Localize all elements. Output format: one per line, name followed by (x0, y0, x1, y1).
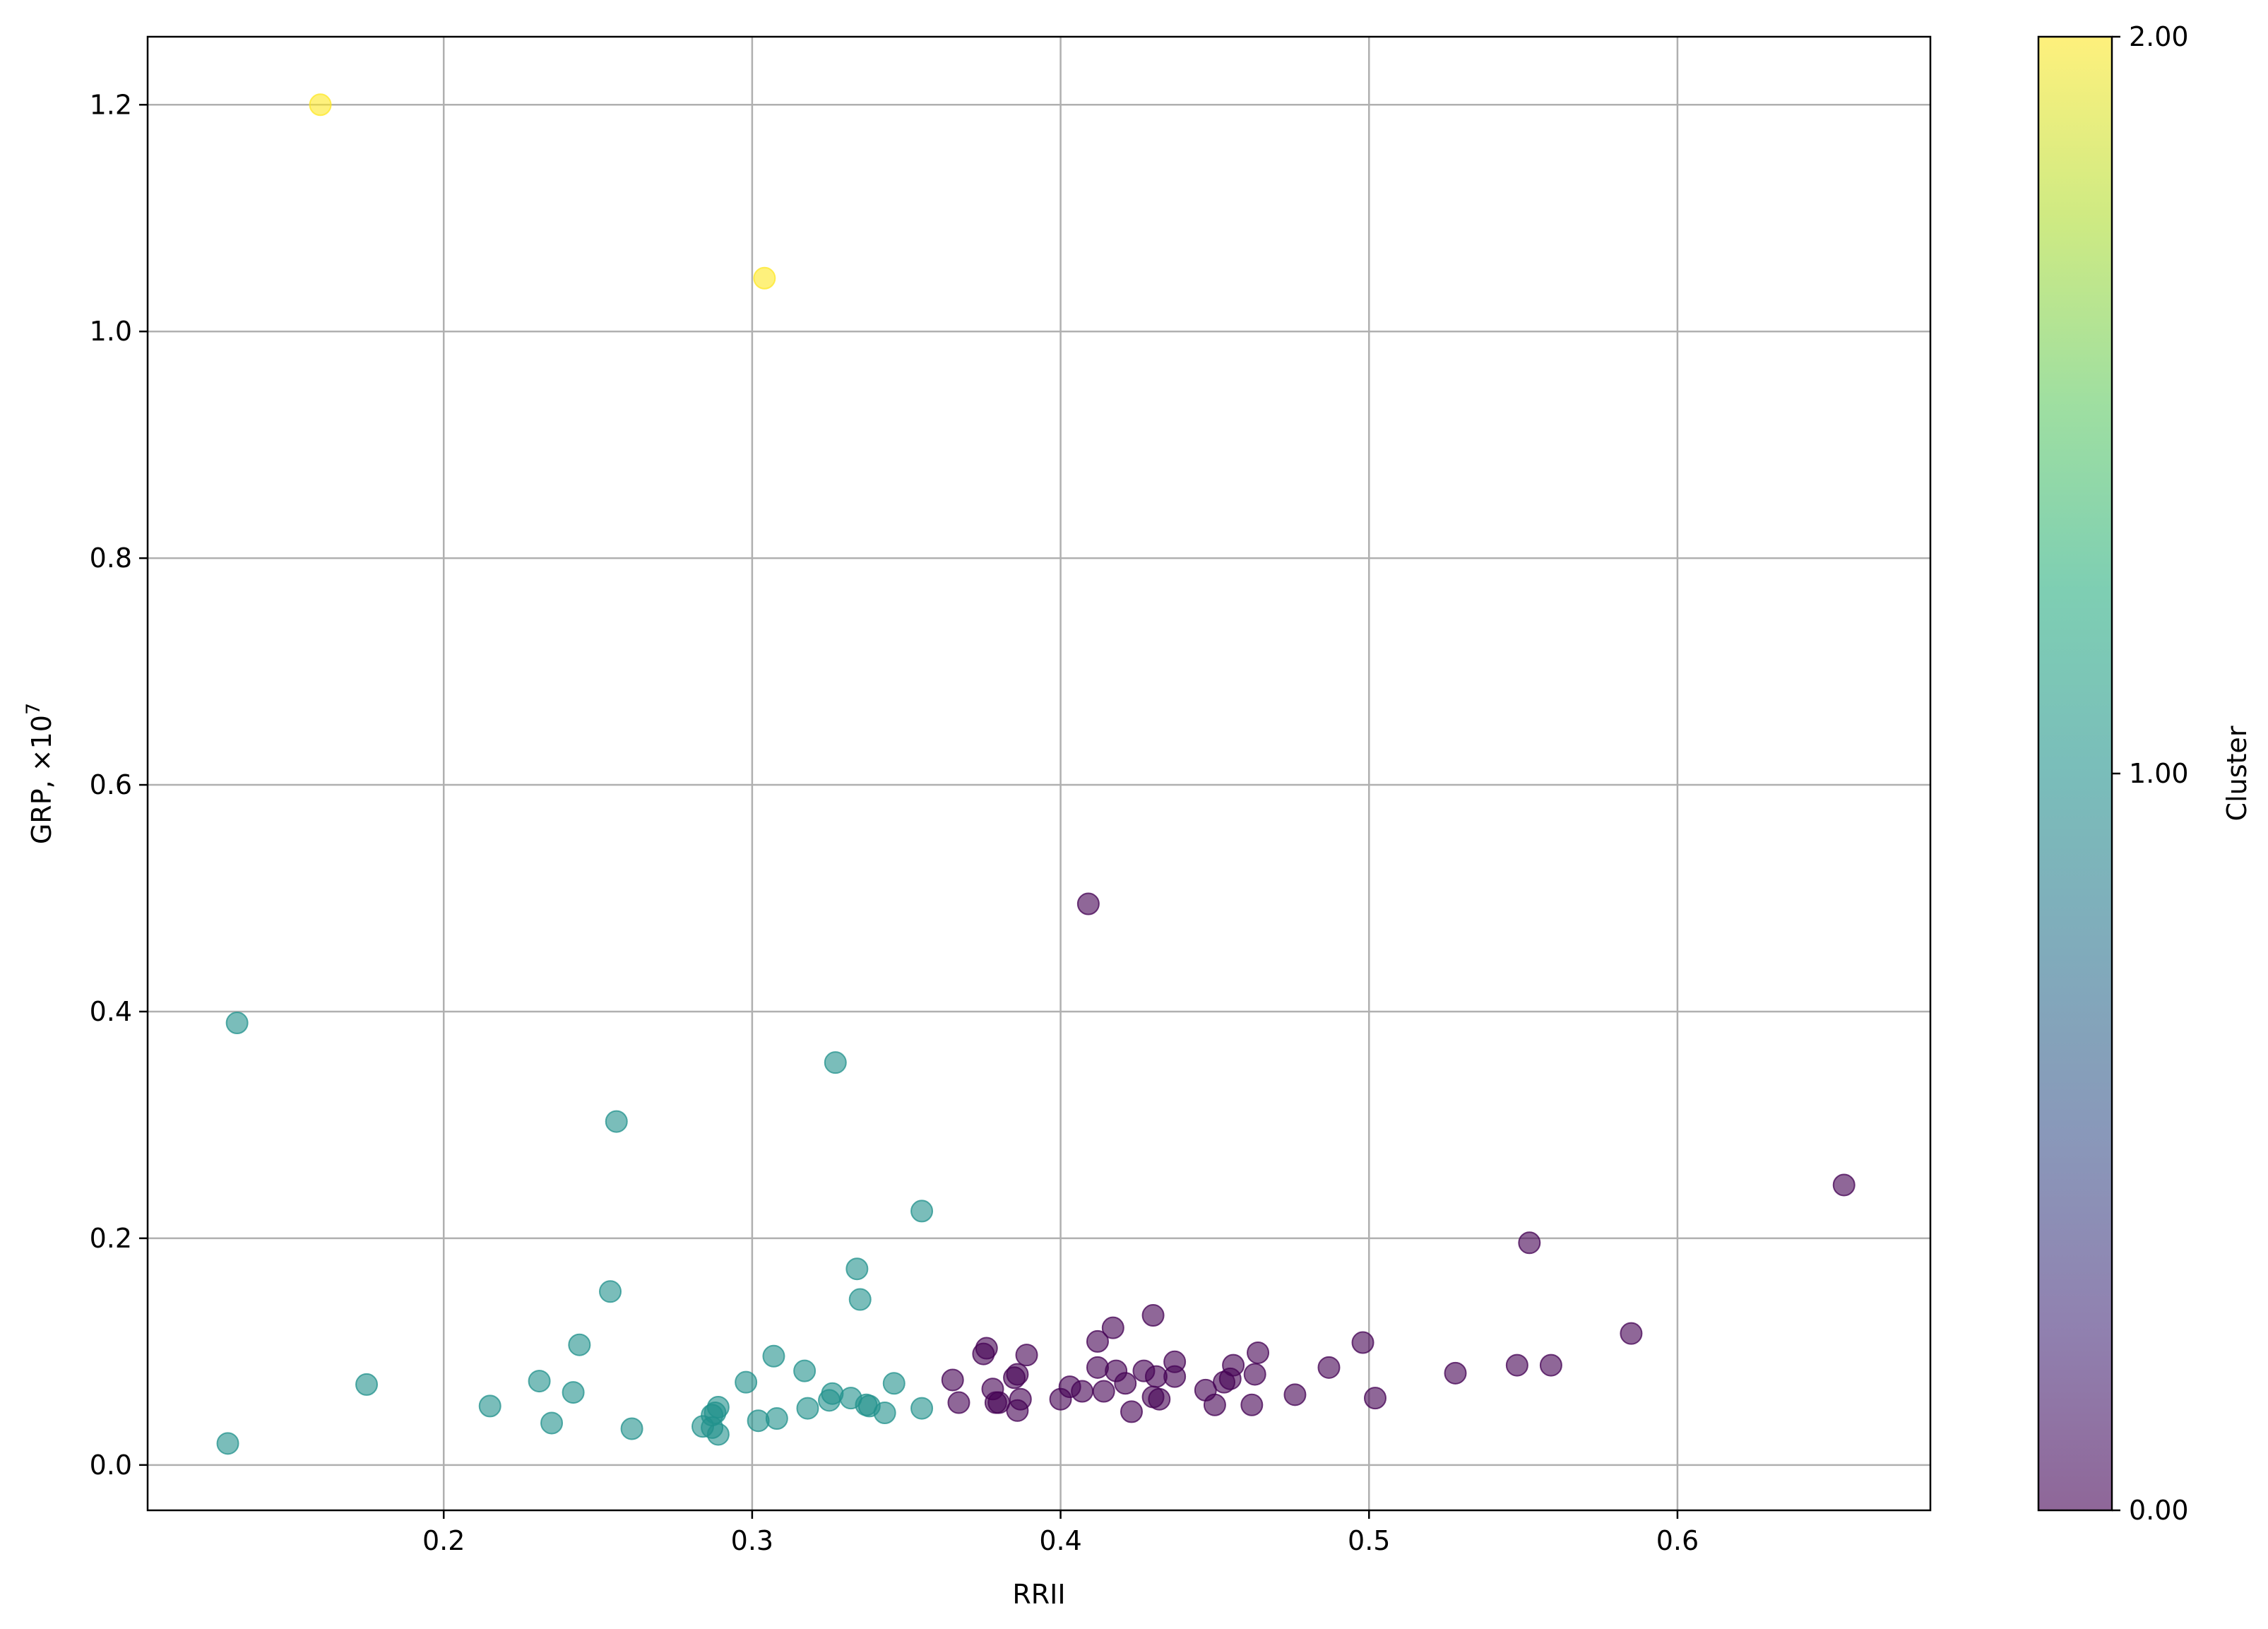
colorbar-tick-label: 0.00 (2129, 1495, 2189, 1526)
data-point-cluster-0 (1222, 1353, 1245, 1377)
y-tick-label: 0.2 (90, 1223, 132, 1254)
x-tick-label: 0.3 (731, 1525, 773, 1556)
data-point-cluster-0 (1240, 1393, 1264, 1416)
x-tick-label: 0.5 (1348, 1525, 1390, 1556)
x-tick-label: 0.6 (1656, 1525, 1699, 1556)
y-axis-label-exponent: 7 (23, 703, 44, 715)
data-point-cluster-0 (1148, 1387, 1171, 1411)
data-point-cluster-0 (1317, 1356, 1341, 1379)
data-point-cluster-0 (1009, 1387, 1032, 1411)
data-point-cluster-1 (910, 1397, 934, 1420)
data-point-cluster-0 (1247, 1341, 1270, 1364)
data-point-cluster-1 (599, 1280, 622, 1303)
data-point-cluster-1 (528, 1370, 551, 1393)
data-point-cluster-0 (1203, 1393, 1226, 1416)
data-point-cluster-1 (735, 1370, 758, 1394)
y-tick-label: 0.0 (90, 1450, 132, 1481)
data-point-cluster-0 (1283, 1383, 1307, 1406)
data-point-cluster-1 (605, 1110, 628, 1133)
grid-lines (148, 37, 1930, 1510)
data-point-cluster-1 (225, 1012, 249, 1035)
data-point-cluster-1 (478, 1394, 501, 1418)
data-point-cluster-1 (796, 1397, 819, 1420)
data-point-cluster-0 (1086, 1329, 1109, 1353)
data-point-cluster-0 (1141, 1304, 1165, 1327)
data-point-cluster-0 (1620, 1322, 1643, 1345)
data-point-cluster-1 (882, 1372, 906, 1395)
plot-area-frame (146, 35, 1932, 1512)
x-tick-label: 0.4 (1039, 1525, 1081, 1556)
data-point-cluster-0 (1076, 892, 1100, 916)
y-axis-ticks: 0.0 0.2 0.4 0.6 0.8 1.0 1.2 (90, 89, 148, 1481)
colorbar-ticks: 0.00 1.00 2.00 (2112, 21, 2189, 1526)
data-point-cluster-1 (793, 1359, 817, 1382)
y-tick-label: 1.2 (90, 89, 132, 120)
colorbar-label: Cluster (2221, 725, 2252, 821)
data-point-cluster-1 (765, 1407, 788, 1430)
data-point-cluster-1 (706, 1395, 730, 1418)
data-point-cluster-0 (1505, 1353, 1528, 1377)
data-point-cluster-1 (824, 1051, 847, 1074)
data-point-cluster-1 (910, 1199, 934, 1223)
y-axis-label: GRP, ×107 (23, 703, 57, 844)
data-point-cluster-0 (975, 1337, 998, 1360)
colorbar-tick-label: 2.00 (2129, 21, 2189, 52)
data-point-cluster-1 (848, 1288, 872, 1311)
data-point-cluster-0 (1163, 1365, 1187, 1388)
data-point-cluster-2 (309, 93, 332, 117)
y-tick-label: 1.0 (90, 316, 132, 347)
data-point-cluster-0 (1539, 1353, 1562, 1377)
data-point-cluster-1 (355, 1373, 379, 1396)
data-point-cluster-0 (1351, 1331, 1375, 1354)
y-axis-label-text: GRP, ×10 (26, 715, 57, 844)
data-point-cluster-0 (1120, 1400, 1144, 1423)
data-point-cluster-1 (216, 1432, 239, 1455)
data-point-cluster-0 (1101, 1316, 1124, 1339)
data-point-cluster-1 (762, 1344, 785, 1368)
scatter-points (216, 93, 1856, 1455)
data-point-cluster-0 (1114, 1372, 1137, 1395)
data-point-cluster-0 (1444, 1361, 1467, 1385)
data-point-cluster-1 (562, 1381, 585, 1404)
data-point-cluster-0 (1518, 1231, 1541, 1255)
y-tick-label: 0.8 (90, 543, 132, 574)
data-point-cluster-0 (1071, 1380, 1094, 1403)
data-point-cluster-1 (845, 1257, 869, 1281)
data-point-cluster-0 (1243, 1363, 1266, 1386)
data-point-cluster-0 (1006, 1363, 1029, 1386)
data-point-cluster-0 (1086, 1356, 1109, 1379)
data-point-cluster-0 (1363, 1387, 1387, 1410)
data-point-cluster-2 (753, 266, 776, 290)
data-point-cluster-1 (821, 1382, 844, 1405)
data-point-cluster-1 (620, 1417, 643, 1440)
y-tick-label: 0.6 (90, 769, 132, 800)
y-tick-label: 0.4 (90, 996, 132, 1027)
data-point-cluster-1 (568, 1333, 591, 1356)
colorbar (2037, 35, 2113, 1512)
data-point-cluster-0 (1015, 1344, 1038, 1367)
x-axis-ticks: 0.2 0.3 0.4 0.5 0.6 (422, 1510, 1699, 1556)
colorbar-tick-label: 1.00 (2129, 758, 2189, 789)
x-axis-label: RRII (1012, 1579, 1065, 1610)
data-point-cluster-0 (1832, 1173, 1856, 1197)
data-point-cluster-0 (941, 1368, 964, 1392)
data-point-cluster-1 (540, 1411, 564, 1435)
data-point-cluster-1 (747, 1409, 770, 1433)
data-point-cluster-0 (947, 1391, 970, 1414)
x-tick-label: 0.2 (422, 1525, 465, 1556)
data-point-cluster-0 (1092, 1380, 1115, 1403)
data-point-cluster-1 (706, 1423, 730, 1446)
data-point-cluster-1 (873, 1402, 896, 1425)
